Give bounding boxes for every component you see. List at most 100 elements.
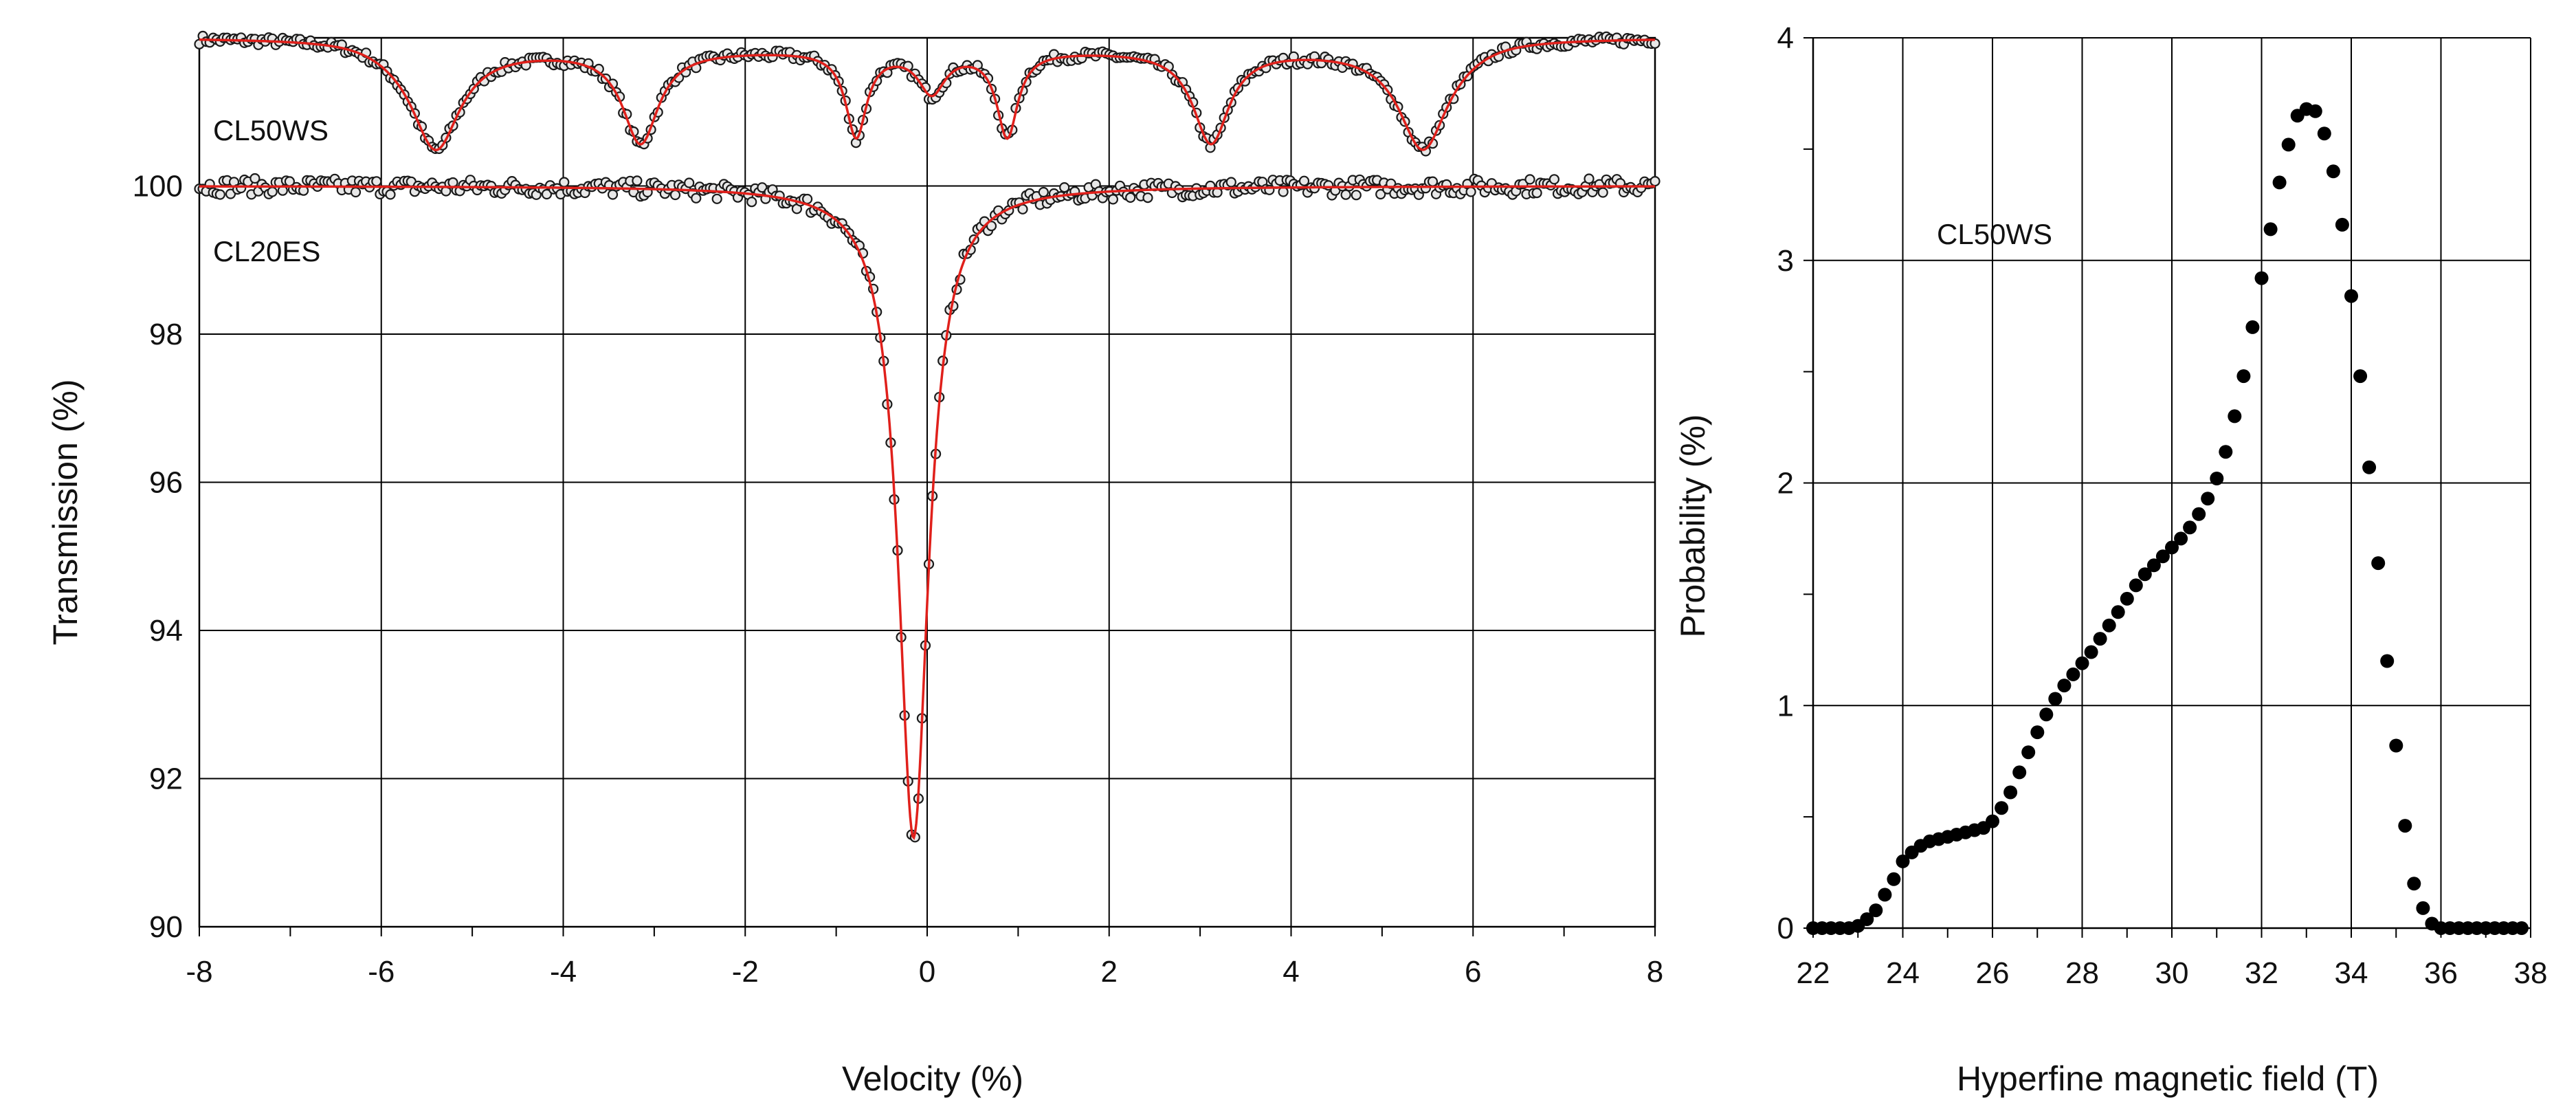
data-point	[2263, 222, 2278, 236]
data-point	[1896, 854, 1910, 868]
x-tick-label: 22	[1797, 956, 1830, 990]
data-point	[711, 193, 722, 204]
data-point	[2344, 289, 2358, 303]
data-point	[2012, 765, 2027, 780]
y-axis-title: Transmission (%)	[46, 379, 85, 645]
data-point	[1986, 814, 1999, 828]
data-point	[2371, 556, 2386, 571]
left-y-tick-labels: 90 92 94 96 98 100	[133, 170, 183, 945]
y-tick-label: 1	[1777, 689, 1794, 723]
data-point	[2192, 507, 2206, 521]
x-tick-label: -6	[368, 955, 395, 989]
data-point	[1548, 174, 1559, 185]
data-point	[1860, 912, 1874, 926]
annotation-cl50ws-right: CL50WS	[1937, 218, 2052, 250]
data-point	[267, 186, 278, 197]
data-point	[2003, 785, 2018, 800]
data-point	[2245, 320, 2260, 334]
series-cl20es	[194, 173, 1661, 843]
y-tick-label: 90	[149, 910, 183, 944]
data-point	[1887, 872, 1901, 886]
data-point	[2210, 472, 2224, 485]
data-point	[684, 177, 695, 188]
x-tick-label: 38	[2514, 956, 2548, 990]
left-axes	[198, 36, 1656, 936]
data-point	[2120, 591, 2134, 606]
data-point	[1298, 175, 1310, 186]
data-point	[2174, 531, 2188, 546]
right-data-points	[1806, 102, 2529, 935]
right-y-tick-labels: 0 1 2 3 4	[1777, 21, 1794, 945]
data-point	[2335, 217, 2349, 232]
data-point	[2380, 654, 2395, 668]
data-point	[2407, 877, 2421, 891]
right-axes	[1803, 37, 2531, 938]
data-point	[2057, 679, 2072, 693]
mossbauer-chart: -8 -6 -4 -2 0 2 4 6 8 90 92 94 96 98 100 Velocity (%)…	[0, 0, 1663, 1098]
data-point	[2048, 692, 2063, 706]
left-gridlines	[199, 37, 1656, 927]
fit-line	[199, 185, 1655, 841]
data-point	[2030, 725, 2045, 740]
left-plot-area	[0, 0, 1, 1]
x-tick-label: 24	[1886, 956, 1920, 990]
right-gridlines	[1813, 37, 2531, 928]
data-point	[2111, 605, 2125, 619]
data-point	[559, 177, 570, 188]
data-point	[2308, 104, 2322, 118]
data-point	[1584, 173, 1595, 184]
right-x-tick-labels: 22 24 26 28 30 32 34 36 38	[1797, 956, 2548, 990]
x-tick-label: -4	[550, 955, 577, 989]
annotation-cl20es: CL20ES	[213, 235, 320, 267]
data-point	[2146, 558, 2161, 573]
y-tick-label: 96	[149, 466, 183, 500]
data-point	[1878, 888, 1892, 902]
data-point	[2228, 409, 2242, 424]
data-point	[350, 186, 362, 198]
data-point	[1524, 174, 1535, 185]
data-point	[1125, 192, 1136, 203]
data-point	[2398, 819, 2412, 833]
data-point	[2389, 738, 2403, 753]
left-x-tick-labels: -8 -6 -4 -2 0 2 4 6 8	[186, 955, 1663, 989]
x-tick-label: -2	[732, 955, 759, 989]
x-tick-label: 28	[2065, 956, 2099, 990]
data-point	[2066, 667, 2080, 681]
data-point	[541, 188, 553, 200]
data-point	[385, 189, 396, 200]
data-point	[1465, 186, 1476, 197]
data-point	[2129, 578, 2143, 593]
x-tick-label: 2	[1101, 955, 1118, 989]
fit-line	[199, 38, 1656, 151]
y-axis-title-right: Probability (%)	[1674, 414, 1712, 637]
data-point	[669, 189, 681, 201]
y-tick-label: 0	[1777, 912, 1794, 945]
data-point	[2138, 567, 2152, 582]
data-point	[2326, 164, 2340, 179]
data-point	[214, 189, 225, 200]
data-point	[2183, 520, 2197, 535]
data-point	[2272, 175, 2287, 190]
data-point	[1597, 187, 1608, 198]
data-point	[249, 173, 260, 184]
x-tick-label: 36	[2424, 956, 2458, 990]
x-tick-label: 30	[2155, 956, 2189, 990]
y-tick-label: 92	[149, 762, 183, 796]
data-point	[2219, 445, 2233, 459]
data-point	[2353, 369, 2368, 384]
data-point	[2102, 618, 2116, 632]
data-point	[2201, 492, 2215, 506]
data-point	[757, 182, 768, 193]
data-point	[1531, 188, 1542, 199]
data-point	[691, 192, 702, 204]
x-tick-label: -8	[186, 955, 212, 989]
data-point	[2075, 656, 2089, 670]
data-point	[2155, 549, 2170, 564]
y-tick-label: 98	[149, 318, 183, 351]
data-point	[2236, 369, 2251, 384]
data-point	[1375, 188, 1386, 200]
data-point	[2317, 126, 2331, 141]
y-tick-label: 100	[133, 170, 183, 204]
